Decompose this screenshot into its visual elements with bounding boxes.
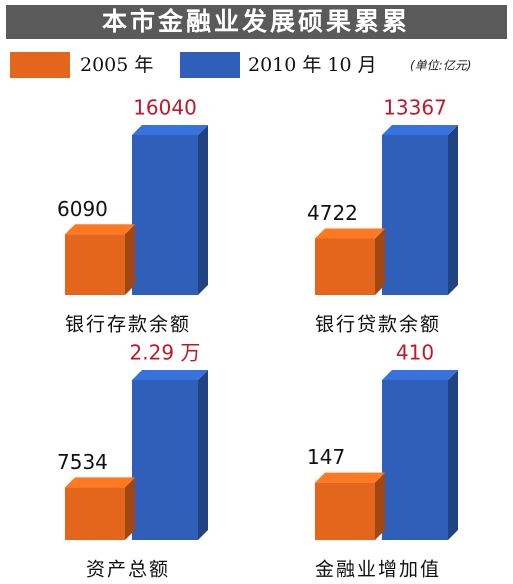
value-label: 2.29 万 — [130, 341, 201, 365]
bar-top — [315, 472, 385, 483]
value-label: 4722 — [307, 201, 358, 225]
bar-side — [448, 125, 458, 295]
bar-side — [375, 228, 385, 295]
bar — [315, 238, 375, 295]
bar — [132, 380, 198, 540]
category-label: 金融业增加值 — [315, 559, 441, 581]
bar-side — [448, 370, 458, 540]
legend-swatch — [10, 52, 70, 78]
bar-side — [125, 477, 135, 540]
bar-top — [132, 370, 208, 380]
bar — [382, 380, 448, 540]
bar-top — [315, 228, 385, 239]
legend-label: 2010 年 10 月 — [248, 54, 377, 76]
chart-title: 本市金融业发展硕果累累 — [102, 7, 410, 36]
value-label: 410 — [396, 341, 434, 365]
value-label: 7534 — [57, 450, 108, 474]
title-bar — [6, 5, 507, 39]
bar-side — [375, 472, 385, 540]
legend-swatch — [180, 52, 240, 78]
bar — [382, 135, 448, 295]
bar-top — [382, 125, 458, 135]
bar — [132, 135, 198, 295]
category-label: 资产总额 — [86, 559, 170, 581]
value-label: 147 — [307, 445, 345, 469]
value-label: 16040 — [133, 96, 197, 120]
bar-top — [382, 370, 458, 380]
bar-side — [198, 125, 208, 295]
bar-top — [132, 125, 208, 135]
bar-top — [65, 224, 135, 235]
unit-note: (单位:亿元) — [410, 59, 471, 73]
bar — [65, 487, 125, 540]
category-label: 银行贷款余额 — [315, 314, 441, 336]
bar-top — [65, 477, 135, 488]
value-label: 6090 — [57, 197, 108, 221]
bar-side — [125, 224, 135, 295]
bar — [315, 482, 375, 540]
category-label: 银行存款余额 — [65, 314, 191, 336]
value-label: 13367 — [383, 96, 447, 120]
bar-side — [198, 370, 208, 540]
bar — [65, 234, 125, 295]
legend-label: 2005 年 — [80, 54, 153, 76]
